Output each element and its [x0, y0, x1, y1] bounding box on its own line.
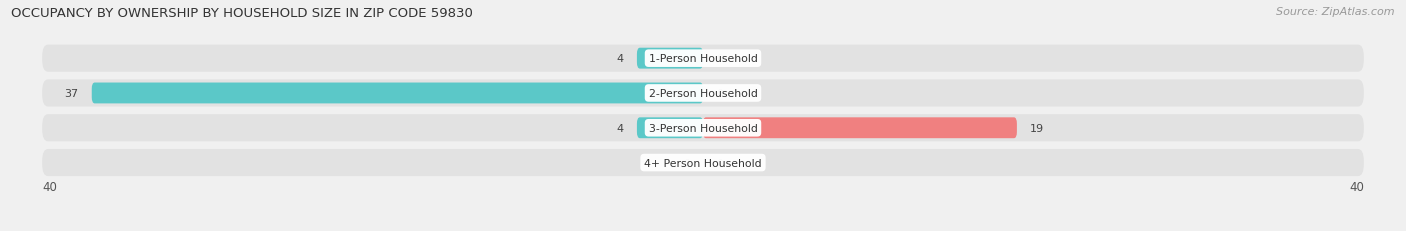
- FancyBboxPatch shape: [637, 49, 703, 69]
- Text: 4+ Person Household: 4+ Person Household: [644, 158, 762, 168]
- Text: 37: 37: [65, 88, 79, 99]
- Text: 19: 19: [1031, 123, 1045, 133]
- Text: 40: 40: [42, 180, 58, 193]
- FancyBboxPatch shape: [637, 118, 703, 139]
- FancyBboxPatch shape: [42, 80, 1364, 107]
- FancyBboxPatch shape: [42, 45, 1364, 73]
- Text: Source: ZipAtlas.com: Source: ZipAtlas.com: [1277, 7, 1395, 17]
- Text: 2-Person Household: 2-Person Household: [648, 88, 758, 99]
- FancyBboxPatch shape: [91, 83, 703, 104]
- FancyBboxPatch shape: [42, 149, 1364, 176]
- FancyBboxPatch shape: [703, 118, 1017, 139]
- FancyBboxPatch shape: [42, 115, 1364, 142]
- Text: 0: 0: [683, 158, 690, 168]
- Text: 1-Person Household: 1-Person Household: [648, 54, 758, 64]
- Text: 40: 40: [1348, 180, 1364, 193]
- Text: 0: 0: [716, 54, 723, 64]
- Text: 4: 4: [617, 123, 624, 133]
- Text: 3-Person Household: 3-Person Household: [648, 123, 758, 133]
- Text: OCCUPANCY BY OWNERSHIP BY HOUSEHOLD SIZE IN ZIP CODE 59830: OCCUPANCY BY OWNERSHIP BY HOUSEHOLD SIZE…: [11, 7, 474, 20]
- Text: 0: 0: [716, 88, 723, 99]
- Text: 0: 0: [716, 158, 723, 168]
- Text: 4: 4: [617, 54, 624, 64]
